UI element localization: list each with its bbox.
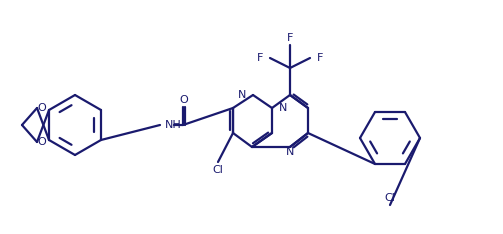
Text: N: N [237,90,246,100]
Text: O: O [38,137,46,147]
Text: F: F [317,53,323,63]
Text: N: N [279,103,287,113]
Text: O: O [38,103,46,113]
Text: F: F [287,33,293,43]
Text: NH: NH [165,120,182,130]
Text: Cl: Cl [213,165,223,175]
Text: Cl: Cl [385,193,395,203]
Text: F: F [257,53,263,63]
Text: O: O [180,95,189,105]
Text: N: N [286,147,294,157]
